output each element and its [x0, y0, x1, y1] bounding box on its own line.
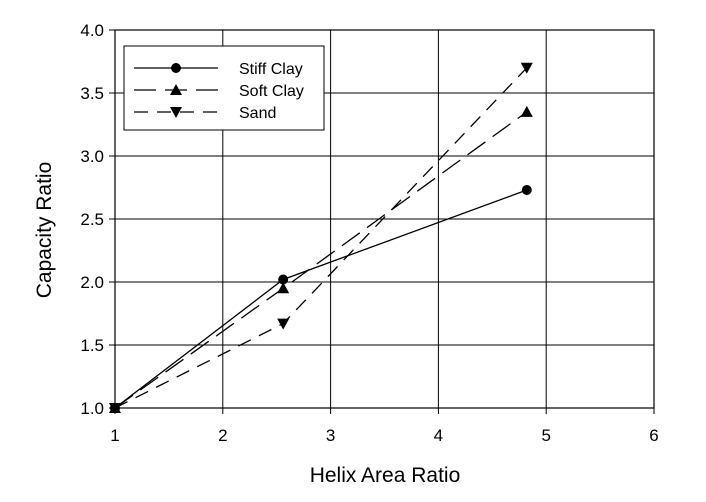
x-tick-label: 2 — [218, 426, 227, 445]
data-point-soft-clay — [277, 282, 290, 294]
data-point-sand — [109, 403, 121, 414]
x-tick-label: 5 — [541, 426, 550, 445]
data-point-stiff-clay — [278, 274, 289, 285]
series-soft-clay — [109, 105, 533, 413]
y-tick-label: 3.5 — [80, 84, 104, 103]
y-tick-label: 2.0 — [80, 273, 104, 292]
y-tick-label: 1.0 — [80, 399, 104, 418]
y-tick-label: 3.0 — [80, 147, 104, 166]
y-axis-label: Capacity Ratio — [33, 162, 56, 299]
legend-label-sand: Sand — [239, 105, 276, 122]
legend-item-stiff-clay: Stiff Clay — [134, 61, 303, 78]
x-axis-label: Helix Area Ratio — [310, 464, 461, 487]
y-tick-label: 4.0 — [80, 21, 104, 40]
x-tick-label: 1 — [110, 426, 119, 445]
x-tick-label: 3 — [326, 426, 335, 445]
series-group — [109, 62, 533, 414]
legend-label-soft-clay: Soft Clay — [239, 83, 304, 100]
series-stiff-clay — [110, 185, 532, 413]
y-tick-label: 2.5 — [80, 210, 104, 229]
data-point-soft-clay — [520, 105, 533, 117]
legend-marker-stiff-clay — [171, 63, 181, 73]
y-tick-label: 1.5 — [80, 336, 104, 355]
legend-marker-sand — [170, 107, 182, 118]
legend-item-sand: Sand — [134, 105, 276, 122]
legend-marker-soft-clay — [170, 84, 182, 95]
data-point-sand — [277, 318, 290, 330]
legend-label-stiff-clay: Stiff Clay — [239, 61, 303, 78]
legend-box — [123, 45, 325, 131]
data-point-stiff-clay — [521, 185, 532, 196]
x-tick-label: 4 — [434, 426, 443, 445]
data-point-sand — [520, 62, 533, 74]
series-sand — [109, 62, 533, 414]
legend: Stiff Clay Soft Clay Sand — [123, 45, 325, 131]
x-tick-label: 6 — [649, 426, 658, 445]
legend-item-soft-clay: Soft Clay — [134, 83, 304, 100]
series-line-stiff-clay — [114, 189, 528, 409]
